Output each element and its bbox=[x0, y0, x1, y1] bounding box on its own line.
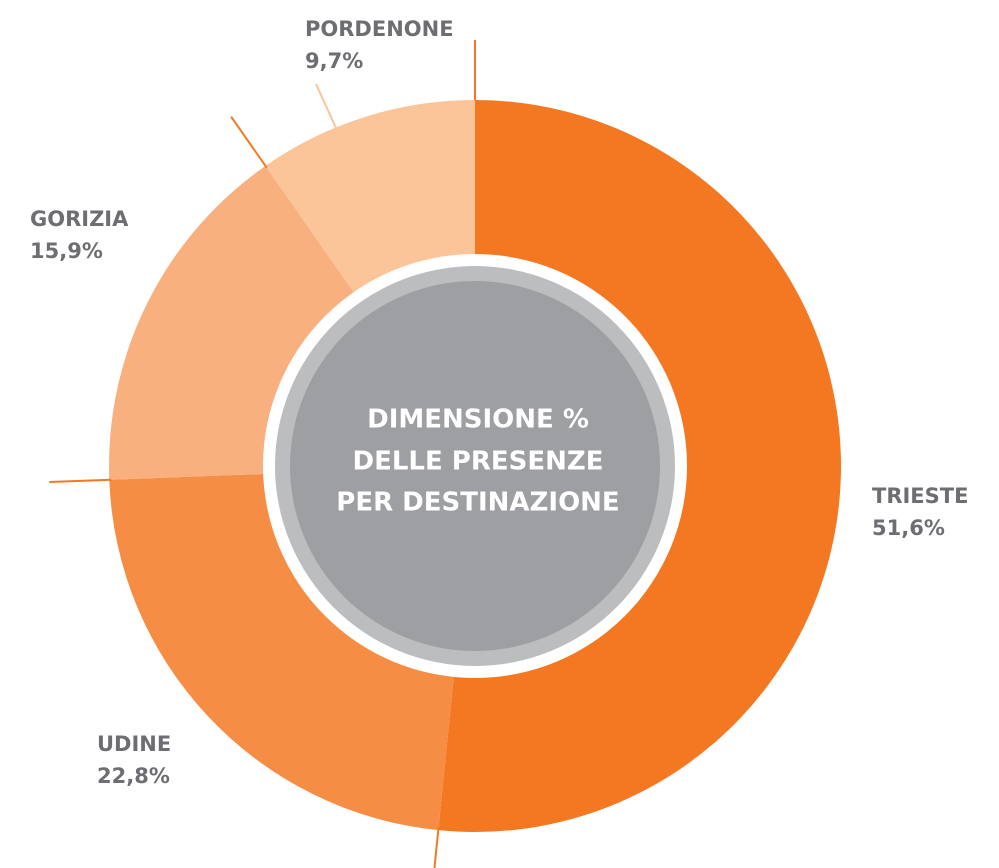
slice-value-label: 9,7% bbox=[305, 49, 363, 73]
inner-disc bbox=[290, 281, 660, 651]
slice bbox=[265, 100, 475, 294]
slice-label: PORDENONE bbox=[305, 17, 454, 41]
leader-line bbox=[49, 478, 112, 484]
slice-label: UDINE bbox=[97, 732, 171, 756]
slice-value-label: 22,8% bbox=[97, 764, 170, 788]
slice-label: GORIZIA bbox=[30, 207, 129, 231]
title-line: DELLE PRESENZE bbox=[353, 447, 604, 477]
slice bbox=[438, 100, 841, 832]
pointer-line bbox=[315, 83, 337, 129]
slice-value-label: 15,9% bbox=[30, 239, 103, 263]
slice-label: TRIESTE bbox=[872, 484, 968, 508]
slice bbox=[109, 473, 454, 831]
leader-line bbox=[433, 828, 440, 868]
title-line: PER DESTINAZIONE bbox=[336, 488, 619, 518]
title-line: DIMENSIONE % bbox=[367, 405, 589, 435]
slice bbox=[109, 165, 355, 480]
slice-value-label: 51,6% bbox=[872, 516, 945, 540]
leader-line bbox=[230, 116, 268, 169]
